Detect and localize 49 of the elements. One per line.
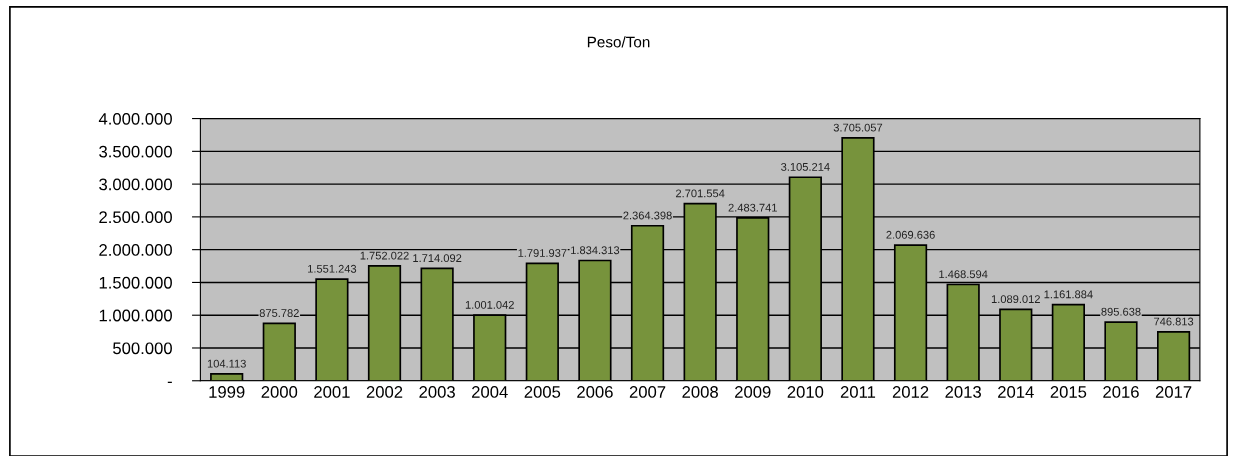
data-label: 1.551.243 [308,264,357,273]
y-tick-label: 1.500.000 [99,276,172,289]
data-label: 3.705.057 [833,123,883,132]
data-label: 1.752.022 [360,251,409,260]
x-tick-label: 2006 [577,386,613,398]
data-label: 104.113 [207,359,246,368]
data-label: 2.701.554 [675,189,725,198]
data-label: 2.364.398 [623,211,672,220]
y-tick-label: 3.000.000 [99,178,172,191]
bar [210,373,244,381]
y-tick-label: 3.500.000 [99,145,172,158]
data-label: 1.089.012 [991,295,1040,304]
x-tick-label: 2016 [1103,386,1139,398]
y-tick-label: - [167,381,172,384]
data-label: 1.161.884 [1044,290,1093,299]
x-tick-label: 2010 [787,386,824,398]
data-label: 2.483.741 [728,203,777,212]
y-tick-label: 1.000.000 [99,309,172,322]
x-tick-label: 2008 [682,386,718,398]
x-tick-label: 2013 [945,386,981,398]
data-label: 2.069.636 [886,230,935,239]
x-tick-label: 2007 [629,386,666,398]
x-tick-label: 2014 [998,386,1034,398]
data-label: 875.782 [259,309,299,317]
x-tick-label: 2009 [735,386,771,398]
y-tick-label: 2.500.000 [99,211,172,224]
x-tick-label: 2015 [1050,386,1087,398]
y-tick-label: 2.000.000 [99,244,172,256]
data-label: 746.813 [1154,317,1194,326]
data-label: 1.468.594 [939,270,988,279]
data-label: 1.714.092 [413,254,462,263]
data-label: 3.105.214 [781,162,830,171]
x-tick-label: 2005 [524,386,561,398]
x-tick-label: 2004 [472,386,508,398]
x-tick-label: 2000 [261,386,298,398]
y-tick-label: 500.000 [113,342,172,355]
data-label: 1.834.313 [571,246,620,255]
x-tick-label: 2011 [840,386,876,398]
y-tick-label: 4.000.000 [98,112,172,125]
x-tick-label: 1999 [209,386,245,398]
data-label: 1.791.937 [518,249,567,257]
x-tick-label: 2012 [892,386,929,398]
x-tick-label: 2002 [366,386,403,398]
data-label: 1.001.042 [465,300,514,309]
chart-title: Peso/Ton [587,36,650,48]
data-label: 895.638 [1101,307,1141,316]
x-tick-label: 2017 [1155,386,1192,398]
x-tick-label: 2001 [314,386,350,398]
x-tick-label: 2003 [419,386,455,398]
